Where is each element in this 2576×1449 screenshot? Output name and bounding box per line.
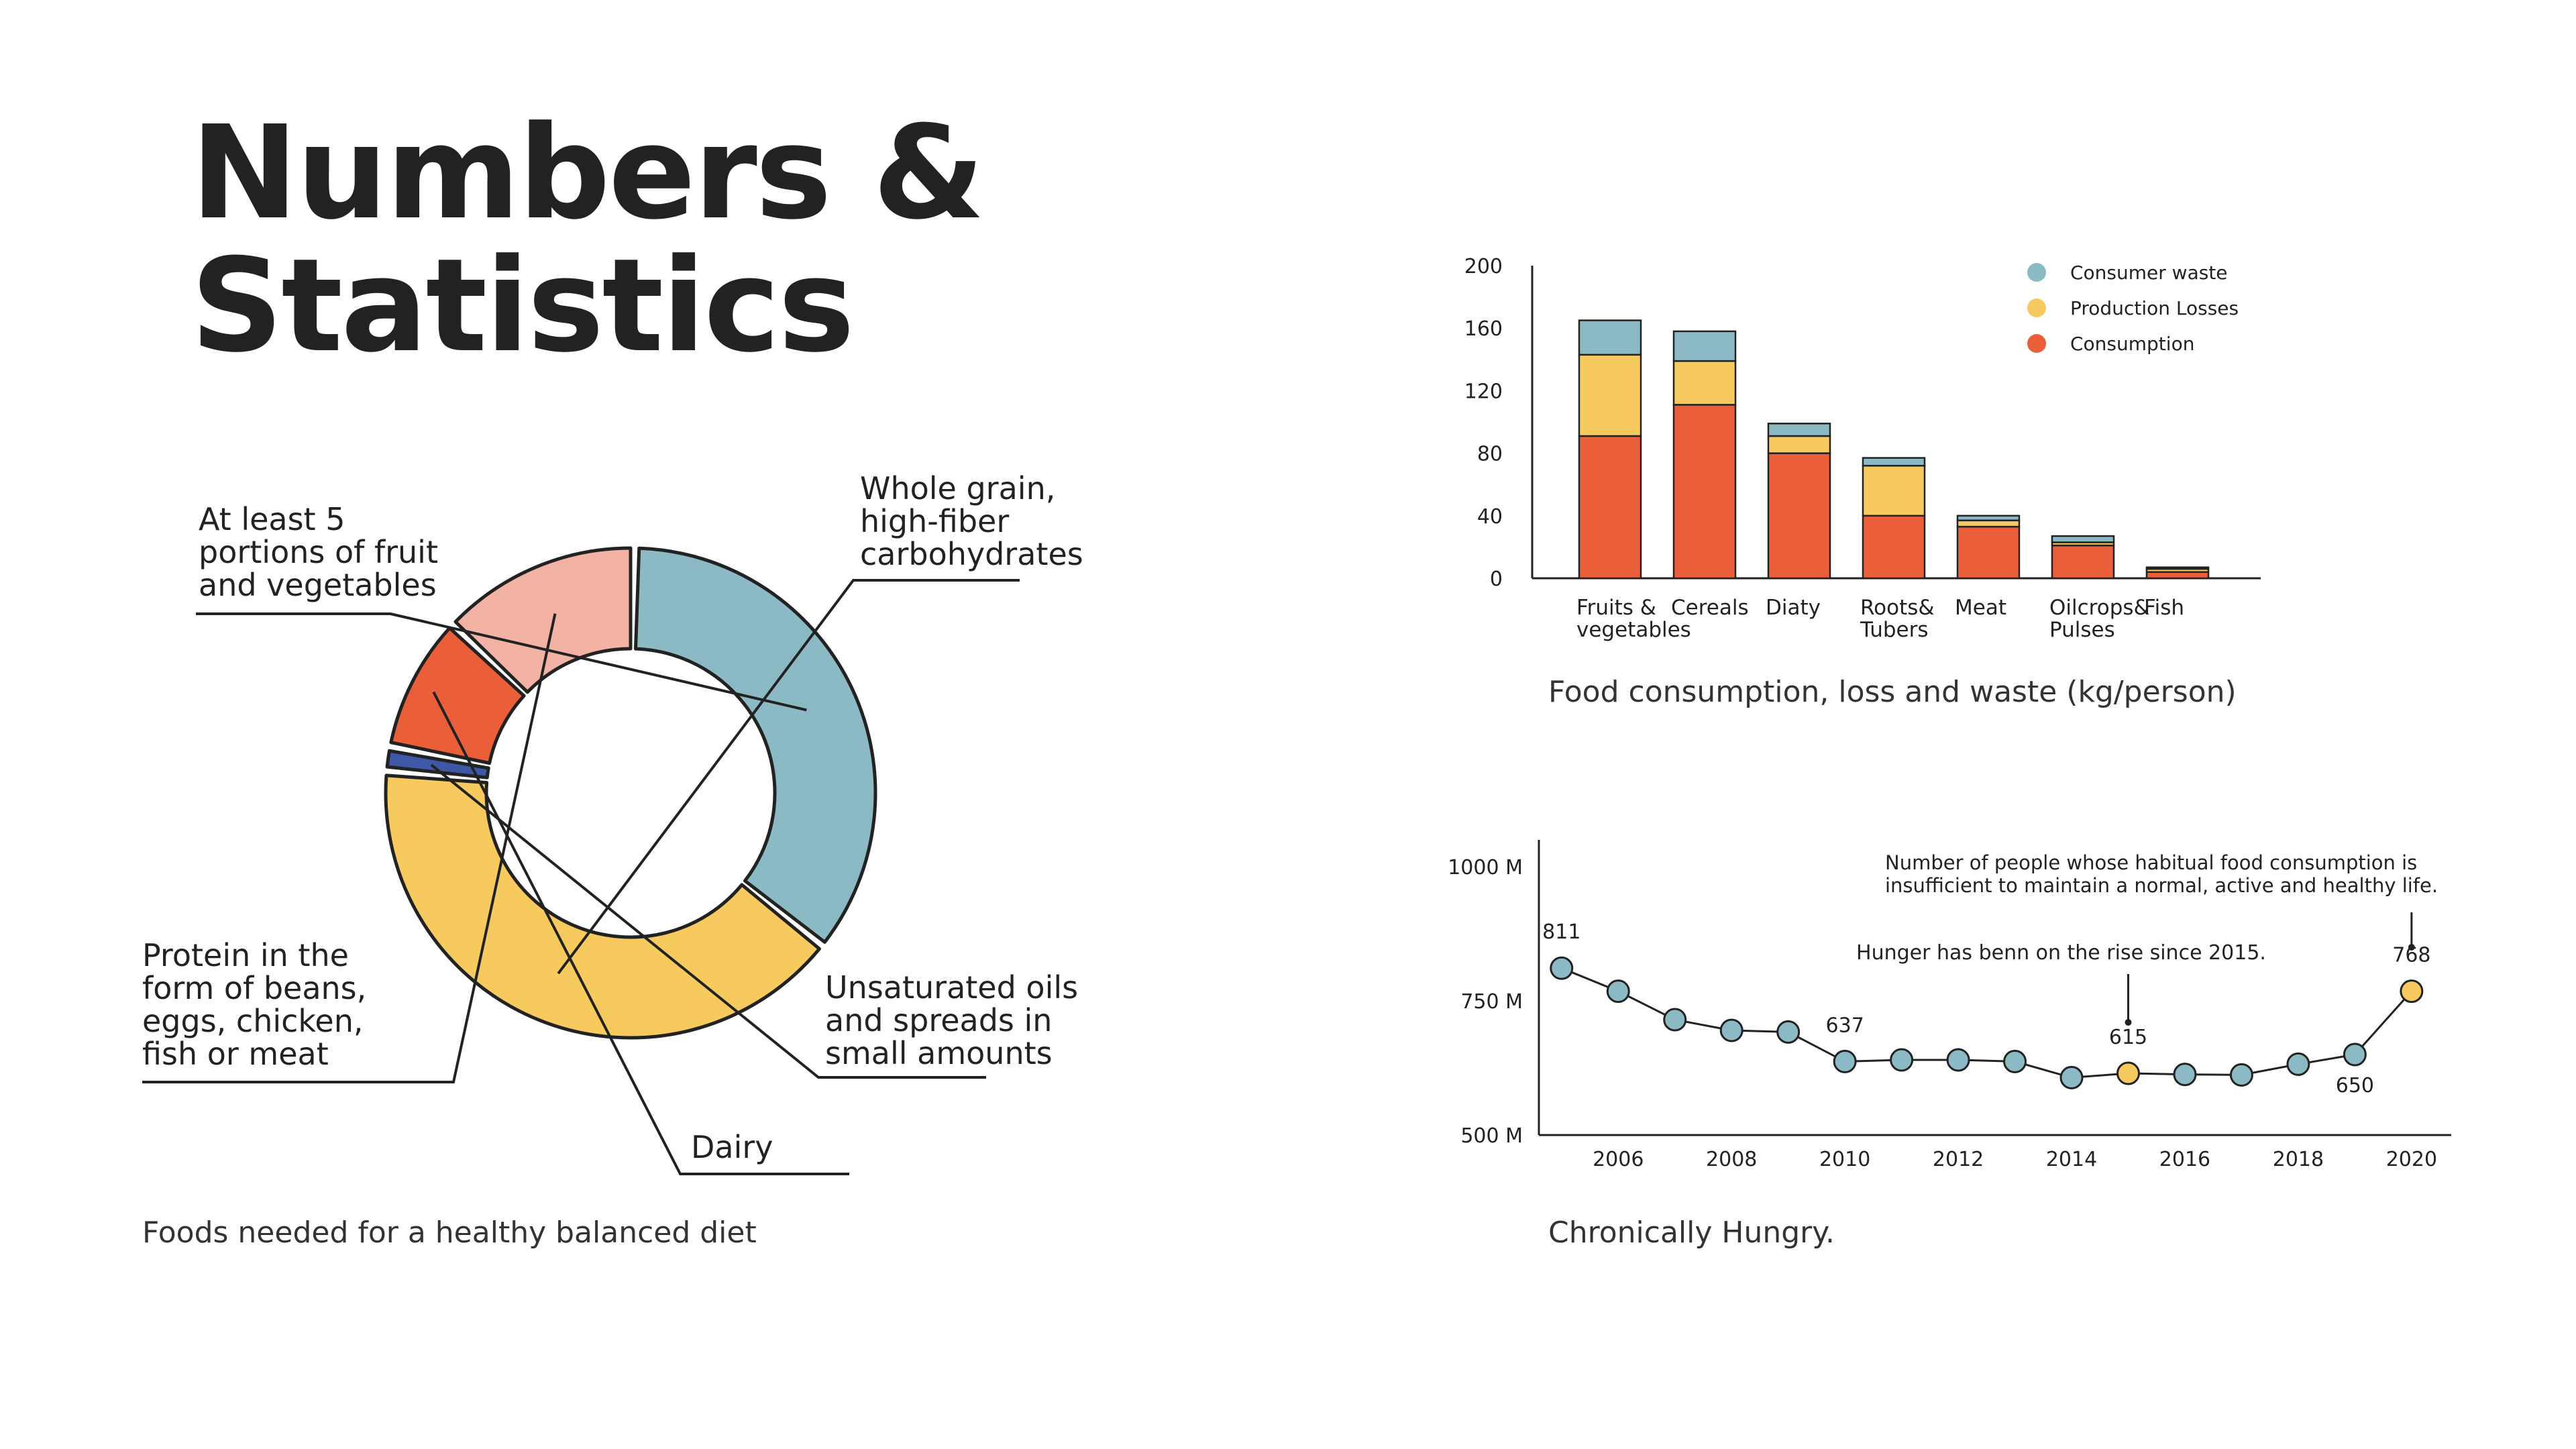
bar-caption: Food consumption, loss and waste (kg/per… bbox=[1548, 675, 2237, 709]
line-y-tick-label: 750 M bbox=[1460, 990, 1523, 1014]
line-y-tick-label: 1000 M bbox=[1448, 856, 1523, 879]
bar-segment-production-losses bbox=[1672, 360, 1737, 406]
grain-label: Whole grain, high-fiber carbohydrates bbox=[860, 470, 1083, 572]
bar-segment-consumer-waste bbox=[1862, 457, 1926, 467]
data-point bbox=[2059, 1065, 2084, 1089]
bar-y-tick-label: 200 bbox=[1464, 255, 1503, 278]
data-point bbox=[1890, 1048, 1914, 1072]
page-title: Numbers & Statistics bbox=[191, 99, 985, 381]
bar-segment-consumption bbox=[1862, 515, 1926, 580]
grain-leader-line bbox=[557, 579, 1020, 975]
bar-segment-consumption bbox=[1578, 435, 1642, 580]
highlight-point bbox=[2400, 979, 2424, 1004]
bar-category-label: Oilcrops& Pulses bbox=[2049, 596, 2150, 642]
highlight-point bbox=[2116, 1061, 2141, 1085]
data-point bbox=[1663, 1008, 1687, 1032]
bar-segment-consumption bbox=[2145, 571, 2210, 580]
line-x-tick-label: 2006 bbox=[1593, 1148, 1644, 1171]
note-annotation-dot bbox=[2408, 944, 2415, 951]
donut-slice-at-least-5-portions-of-fruit-a bbox=[634, 546, 877, 944]
donut-slice-protein-in-the-form-of-beans-e bbox=[453, 546, 633, 694]
legend-dot-production-losses bbox=[2027, 299, 2046, 317]
bar-y-tick-label: 0 bbox=[1490, 568, 1503, 591]
data-point bbox=[2286, 1052, 2310, 1076]
data-point bbox=[2173, 1063, 2197, 1087]
point-label: 811 bbox=[1542, 920, 1580, 944]
data-point bbox=[1550, 956, 1574, 980]
hunger-line-chart: 500 M 750 M 1000 M 2006 2008 2010 2012 2014 2016… bbox=[1448, 840, 2451, 1171]
line-x-tick-label: 2012 bbox=[1933, 1148, 1984, 1171]
protein-leader-line bbox=[142, 613, 557, 1083]
legend-label-production-losses: Production Losses bbox=[2070, 297, 2239, 319]
rise-annotation-dot bbox=[2125, 1019, 2132, 1026]
data-point bbox=[1946, 1048, 1970, 1072]
bar-segment-production-losses bbox=[1767, 435, 1831, 454]
line-x-tick-label: 2010 bbox=[1819, 1148, 1870, 1171]
bar-segment-production-losses bbox=[1862, 464, 1926, 517]
protein-label: Protein in the form of beans, eggs, chicke… bbox=[142, 937, 366, 1072]
bar-y-tick-label: 40 bbox=[1477, 505, 1503, 529]
bar-segment-consumer-waste bbox=[1956, 515, 2021, 522]
dairy-label: Dairy bbox=[691, 1129, 773, 1165]
bar-segment-consumption bbox=[1767, 452, 1831, 580]
bar-segment-consumption bbox=[2051, 544, 2115, 580]
fruit-label: At least 5 portions of fruit and vegetable… bbox=[199, 501, 438, 603]
line-y-tick-label: 500 M bbox=[1460, 1124, 1523, 1148]
line-caption: Chronically Hungry. bbox=[1548, 1216, 1835, 1250]
bar-segment-consumer-waste bbox=[2145, 566, 2210, 570]
bar-category-label: Roots& Tubers bbox=[1860, 596, 1935, 642]
data-point bbox=[2003, 1049, 2027, 1073]
bar-category-label: Meat bbox=[1955, 596, 2006, 620]
data-point bbox=[1719, 1018, 1743, 1042]
rise-annotation-text: Hunger has benn on the rise since 2015. bbox=[1856, 941, 2266, 965]
line-x-tick-label: 2014 bbox=[2046, 1148, 2097, 1171]
hunger-series-line bbox=[1561, 967, 2412, 1079]
bar-segment-consumption bbox=[1956, 525, 2021, 580]
oils-leader-line bbox=[430, 763, 986, 1079]
point-label: 637 bbox=[1826, 1014, 1864, 1037]
line-x-tick-label: 2018 bbox=[2273, 1148, 2324, 1171]
bar-category-label: Diaty bbox=[1766, 596, 1821, 620]
donut-slice-whole-grain-high-fiber-carbohy bbox=[384, 773, 821, 1040]
bar-segment-consumer-waste bbox=[1767, 423, 1831, 437]
bar-segment-consumer-waste bbox=[2051, 535, 2115, 543]
dairy-leader-line bbox=[432, 691, 849, 1175]
bar-segment-production-losses bbox=[1578, 354, 1642, 437]
oils-label: Unsaturated oils and spreads in small amou… bbox=[825, 969, 1078, 1071]
legend-label-consumption: Consumption bbox=[2070, 333, 2194, 355]
bar-y-tick-label: 120 bbox=[1464, 380, 1503, 403]
line-x-tick-label: 2016 bbox=[2159, 1148, 2210, 1171]
bar-category-label: Fruits & vegetables bbox=[1576, 596, 1691, 642]
bar-y-tick-label: 160 bbox=[1464, 317, 1503, 341]
legend-label-consumer-waste: Consumer waste bbox=[2070, 262, 2228, 284]
bar-y-tick-label: 80 bbox=[1477, 443, 1503, 466]
legend-dot-consumption bbox=[2027, 334, 2046, 353]
donut-caption: Foods needed for a healthy balanced diet bbox=[142, 1216, 757, 1250]
point-label: 615 bbox=[2109, 1026, 2147, 1049]
bar-category-label: Fish bbox=[2144, 596, 2184, 620]
line-x-tick-label: 2020 bbox=[2386, 1148, 2437, 1171]
bar-category-label: Cereals bbox=[1671, 596, 1749, 620]
data-point bbox=[2343, 1042, 2367, 1067]
bar-segment-production-losses bbox=[1956, 519, 2021, 528]
diet-donut-chart: At least 5 portions of fruit and vegetable… bbox=[142, 470, 1083, 1175]
note-annotation-line1: Number of people whose habitual food con… bbox=[1885, 851, 2417, 874]
point-label: 650 bbox=[2336, 1074, 2374, 1097]
data-point bbox=[1833, 1049, 1857, 1073]
donut-slice-unsaturated-oils-and-spreads-i bbox=[385, 749, 490, 780]
line-x-tick-label: 2008 bbox=[1706, 1148, 1757, 1171]
data-point bbox=[1606, 979, 1630, 1004]
bar-segment-consumer-waste bbox=[1672, 330, 1737, 362]
note-annotation-line2: insufficient to maintain a normal, activ… bbox=[1885, 874, 2438, 897]
data-point bbox=[2229, 1063, 2253, 1087]
bar-segment-consumer-waste bbox=[1578, 319, 1642, 356]
data-point bbox=[1776, 1020, 1801, 1044]
legend-dot-consumer-waste bbox=[2027, 263, 2046, 282]
bar-segment-consumption bbox=[1672, 404, 1737, 580]
fruit-leader-line bbox=[196, 612, 807, 712]
